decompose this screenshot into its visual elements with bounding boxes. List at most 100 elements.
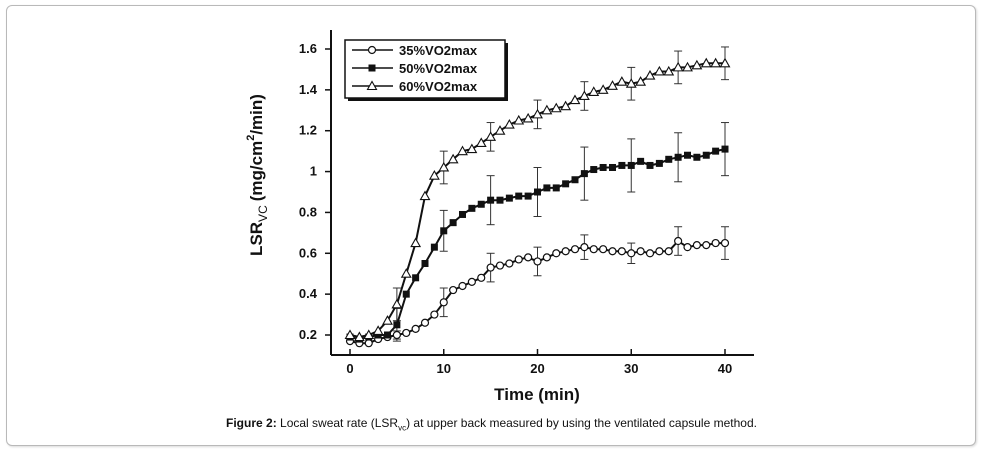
data-point-35-vo2max	[505, 259, 514, 268]
data-point-50-vo2max	[393, 321, 401, 329]
data-point-60-vo2max	[494, 125, 506, 135]
y-axis-title-sup: 2	[245, 135, 257, 141]
data-point-35-vo2max	[392, 330, 401, 340]
data-point-35-vo2max	[533, 257, 542, 266]
data-point-60-vo2max	[644, 69, 656, 80]
data-point-50-vo2max	[712, 147, 720, 155]
data-point-50-vo2max	[702, 151, 710, 159]
x-tick-label: 10	[437, 361, 451, 376]
data-point-35-vo2max	[720, 238, 730, 248]
data-point-60-vo2max	[532, 108, 543, 119]
data-point-35-vo2max	[552, 249, 561, 258]
legend-item-50-vo2max: 50%VO2max	[352, 61, 478, 76]
data-point-35-vo2max	[655, 247, 664, 256]
data-point-60-vo2max	[560, 100, 572, 111]
data-point-60-vo2max	[719, 57, 731, 68]
data-point-35-vo2max	[617, 247, 626, 256]
data-point-35-vo2max	[420, 318, 430, 327]
data-point-50-vo2max	[543, 184, 551, 192]
data-point-60-vo2max	[569, 94, 581, 105]
caption-text-after: ) at upper back measured by using the ve…	[406, 416, 757, 430]
data-point-35-vo2max	[580, 243, 589, 252]
data-point-60-vo2max	[363, 329, 375, 340]
y-tick-label: 1.2	[299, 123, 317, 138]
x-tick-label: 0	[346, 361, 353, 376]
data-point-50-vo2max	[655, 159, 663, 167]
legend-marker	[367, 45, 377, 55]
data-point-35-vo2max	[645, 249, 655, 258]
data-point-60-vo2max	[475, 137, 487, 148]
data-point-60-vo2max	[682, 61, 693, 72]
data-point-50-vo2max	[571, 176, 579, 184]
data-point-60-vo2max	[438, 161, 450, 172]
y-tick-label: 1	[310, 164, 317, 179]
data-point-60-vo2max	[550, 102, 562, 113]
figure-caption: Figure 2: Local sweat rate (LSRvc) at up…	[0, 416, 983, 432]
data-point-60-vo2max	[522, 112, 534, 123]
data-point-60-vo2max	[541, 104, 553, 115]
data-point-35-vo2max	[467, 277, 476, 286]
data-point-50-vo2max	[402, 290, 410, 298]
data-point-50-vo2max	[674, 153, 682, 161]
data-point-50-vo2max	[562, 180, 570, 188]
y-axis-title: LSRVC (mg/cm2/min)	[245, 94, 270, 256]
data-point-35-vo2max	[439, 298, 448, 307]
data-point-50-vo2max	[412, 274, 420, 282]
data-point-60-vo2max	[400, 268, 412, 278]
series-markers	[344, 57, 731, 348]
data-point-50-vo2max	[440, 227, 448, 235]
data-point-60-vo2max	[616, 76, 628, 86]
legend-item-35-vo2max: 35%VO2max	[352, 43, 478, 58]
data-point-60-vo2max	[353, 331, 365, 342]
legend-label: 50%VO2max	[399, 61, 478, 76]
data-point-60-vo2max	[466, 143, 478, 154]
data-point-50-vo2max	[646, 161, 654, 169]
data-point-50-vo2max	[534, 188, 541, 196]
data-point-60-vo2max	[344, 329, 356, 340]
data-point-35-vo2max	[364, 339, 373, 348]
x-axis-title: Time (min)	[494, 385, 580, 404]
data-point-35-vo2max	[627, 249, 636, 258]
legend-marker	[366, 80, 378, 91]
data-point-50-vo2max	[459, 210, 466, 218]
data-point-35-vo2max	[458, 281, 467, 291]
data-point-60-vo2max	[607, 80, 618, 90]
data-point-35-vo2max	[599, 245, 608, 254]
x-tick-label: 30	[624, 361, 638, 376]
data-point-50-vo2max	[580, 170, 588, 178]
data-point-50-vo2max	[374, 331, 382, 339]
data-point-50-vo2max	[421, 260, 429, 267]
y-tick-label: 1.4	[299, 82, 318, 97]
data-point-50-vo2max	[599, 163, 607, 171]
y-tick-label: 1.6	[299, 41, 317, 56]
data-point-60-vo2max	[710, 57, 722, 68]
data-point-35-vo2max	[589, 245, 598, 254]
svg-text:LSRVC(mg/cm2/min): LSRVC (mg/cm2/min)	[245, 94, 270, 256]
data-point-60-vo2max	[653, 65, 665, 76]
data-point-50-vo2max	[505, 194, 513, 202]
data-point-50-vo2max	[637, 157, 645, 165]
legend-label: 35%VO2max	[399, 43, 478, 58]
y-axis-title-sub: VC	[256, 205, 270, 222]
data-point-60-vo2max	[597, 84, 609, 94]
data-point-35-vo2max	[449, 285, 458, 295]
data-point-35-vo2max	[477, 273, 486, 282]
data-point-60-vo2max	[691, 59, 703, 70]
data-point-50-vo2max	[477, 200, 485, 208]
data-point-35-vo2max	[570, 245, 580, 254]
data-point-50-vo2max	[609, 163, 616, 171]
data-point-50-vo2max	[590, 166, 598, 174]
data-point-35-vo2max	[514, 255, 523, 264]
data-point-60-vo2max	[625, 78, 637, 88]
caption-sub: vc	[398, 423, 407, 433]
y-axis-title-unit: (mg/cm	[247, 141, 266, 201]
data-point-50-vo2max	[665, 155, 673, 163]
data-point-60-vo2max	[457, 145, 468, 156]
data-point-35-vo2max	[561, 247, 570, 256]
data-point-35-vo2max	[542, 253, 551, 262]
data-point-50-vo2max	[430, 243, 438, 251]
data-point-35-vo2max	[711, 238, 720, 248]
y-axis-title-main: LSR	[247, 222, 266, 256]
data-point-35-vo2max	[411, 324, 420, 333]
